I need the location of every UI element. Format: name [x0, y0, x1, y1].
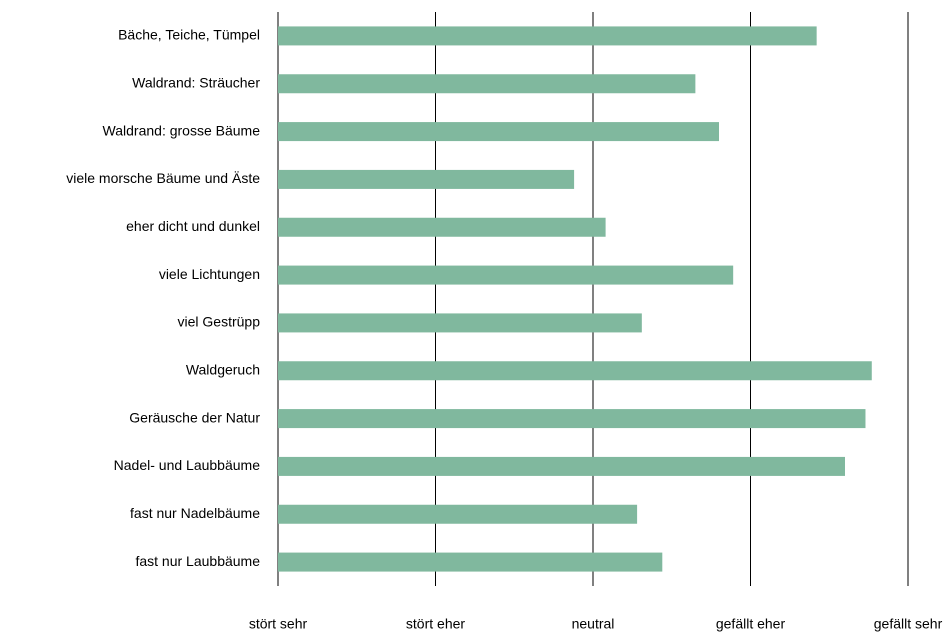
x-tick-label: gefällt sehr: [874, 616, 943, 632]
bar: [278, 409, 866, 429]
bar: [278, 74, 696, 94]
bar: [278, 26, 817, 46]
y-tick-label: fast nur Laubbäume: [135, 553, 260, 569]
x-tick-label: neutral: [572, 616, 615, 632]
bar: [278, 122, 719, 142]
x-tick-label: gefällt eher: [716, 616, 786, 632]
y-tick-label: Geräusche der Natur: [129, 409, 260, 425]
y-tick-label: eher dicht und dunkel: [126, 218, 260, 234]
y-tick-label: Nadel- und Laubbäume: [114, 457, 261, 473]
y-tick-label: viele Lichtungen: [159, 266, 260, 282]
x-tick-label: stört eher: [406, 616, 465, 632]
x-tick-label: stört sehr: [249, 616, 308, 632]
bar: [278, 265, 734, 285]
bar: [278, 552, 663, 572]
y-tick-label: Waldgeruch: [186, 361, 260, 377]
bar: [278, 169, 575, 189]
bar: [278, 217, 606, 237]
bar: [278, 456, 845, 476]
y-tick-label: viele morsche Bäume und Äste: [66, 170, 260, 186]
bar: [278, 313, 642, 333]
bar: [278, 361, 872, 381]
y-tick-label: Bäche, Teiche, Tümpel: [118, 27, 260, 43]
y-tick-label: viel Gestrüpp: [178, 314, 261, 330]
y-tick-label: fast nur Nadelbäume: [130, 505, 260, 521]
y-tick-label: Waldrand: Sträucher: [132, 74, 260, 90]
bar: [278, 504, 638, 524]
y-tick-label: Waldrand: grosse Bäume: [103, 122, 261, 138]
